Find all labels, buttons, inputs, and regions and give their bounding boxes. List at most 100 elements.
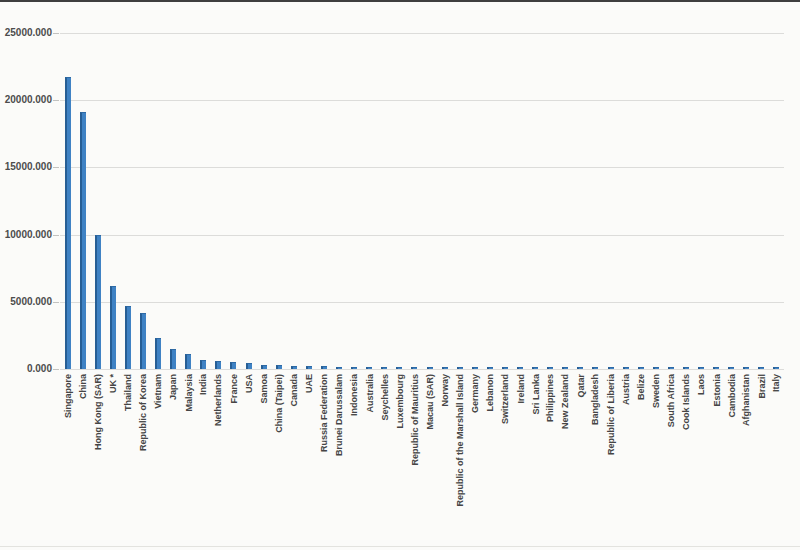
bar-japan	[170, 349, 176, 369]
y-tick-label: 15000.000	[2, 161, 52, 173]
gridline	[60, 33, 784, 34]
x-tick-label: UAE	[303, 374, 315, 393]
x-tick-label: Samoa	[258, 374, 270, 404]
gridline	[60, 302, 784, 303]
bar-sweden	[653, 367, 659, 369]
gridline	[60, 100, 784, 101]
bar-uk	[110, 286, 116, 369]
y-axis-tick	[53, 302, 59, 303]
bar-samoa	[261, 365, 267, 369]
bar-republic-of-mauritius	[411, 367, 417, 369]
x-tick-label: Laos	[695, 374, 707, 395]
y-tick-label: 25000.000	[2, 27, 52, 39]
x-tick-label: Singapore	[62, 374, 74, 418]
bar-ireland	[517, 367, 523, 369]
x-tick-label: Republic of Mauritius	[408, 374, 420, 466]
y-tick-label: 0.000	[2, 363, 52, 375]
bar-laos	[698, 367, 704, 369]
x-tick-label: Qatar	[574, 374, 586, 398]
x-tick-label: Republic of Liberia	[605, 374, 617, 455]
x-tick-label: China (Taipei)	[273, 374, 285, 433]
x-tick-label: Republic of the Marshall Island	[454, 374, 466, 507]
x-tick-label: South Africa	[665, 374, 677, 427]
x-tick-label: Republic of Korea	[137, 374, 149, 451]
bar-singapore	[65, 77, 71, 369]
x-tick-label: Afghanistan	[740, 374, 752, 426]
bar-malaysia	[185, 354, 191, 369]
bar-italy	[773, 367, 779, 369]
y-axis-tick	[53, 235, 59, 236]
x-tick-label: New Zealand	[559, 374, 571, 429]
bar-switzerland	[502, 367, 508, 369]
x-tick-label: Japan	[167, 374, 179, 400]
bar-germany	[472, 367, 478, 369]
y-axis-tick	[53, 33, 59, 34]
x-tick-label: Cambodia	[725, 374, 737, 418]
x-tick-label: Bangladesh	[589, 374, 601, 425]
x-tick-label: Philippines	[544, 374, 556, 422]
gridline	[60, 167, 784, 168]
bar-china	[80, 112, 86, 369]
bar-norway	[442, 367, 448, 369]
x-tick-label: USA	[243, 374, 255, 393]
bar-hong-kong-sar	[95, 235, 101, 369]
x-tick-label: Brazil	[755, 374, 767, 399]
bar-republic-of-korea	[140, 313, 146, 369]
bar-uae	[306, 366, 312, 369]
x-tick-label: France	[227, 374, 239, 404]
bar-indonesia	[351, 367, 357, 369]
x-tick-label: Vietnam	[152, 374, 164, 409]
x-tick-label: Macau (SAR)	[424, 374, 436, 430]
x-tick-label: Thailand	[122, 374, 134, 411]
x-tick-label: Canada	[288, 374, 300, 407]
bar-new-zealand	[562, 367, 568, 369]
x-tick-label: Lebanon	[484, 374, 496, 412]
bar-lebanon	[487, 367, 493, 369]
bar-thailand	[125, 306, 131, 369]
bar-cook-islands	[683, 367, 689, 369]
bar-netherlands	[215, 361, 221, 369]
bar-russia-federation	[321, 366, 327, 369]
x-tick-label: Italy	[770, 374, 782, 392]
x-tick-label: Estonia	[710, 374, 722, 407]
x-tick-label: Netherlands	[212, 374, 224, 426]
bar-vietnam	[155, 338, 161, 369]
gridline	[60, 369, 784, 370]
x-tick-label: Russia Federation	[318, 374, 330, 452]
bar-south-africa	[668, 367, 674, 369]
x-tick-label: Sri Lanka	[529, 374, 541, 415]
bar-philippines	[547, 367, 553, 369]
x-tick-label: Hong Kong (SAR)	[92, 374, 104, 450]
x-tick-label: Luxembourg	[393, 374, 405, 429]
x-tick-label: Ireland	[514, 374, 526, 404]
x-tick-label: Malaysia	[182, 374, 194, 412]
bar-cambodia	[728, 367, 734, 369]
bar-luxembourg	[396, 367, 402, 369]
y-tick-label: 5000.000	[2, 296, 52, 308]
y-axis-tick	[53, 167, 59, 168]
x-tick-label: China	[77, 374, 89, 399]
x-tick-label: Norway	[439, 374, 451, 407]
x-tick-label: Seychelles	[378, 374, 390, 421]
bar-afghanistan	[743, 367, 749, 369]
x-tick-label: Austria	[620, 374, 632, 405]
x-tick-label: Indonesia	[348, 374, 360, 416]
bar-usa	[246, 363, 252, 369]
bar-brazil	[758, 367, 764, 369]
bar-canada	[291, 366, 297, 369]
x-tick-label: Cook Islands	[680, 374, 692, 430]
x-tick-label: Sweden	[650, 374, 662, 408]
bar-austria	[623, 367, 629, 369]
bar-france	[230, 362, 236, 369]
bar-bangladesh	[592, 367, 598, 369]
bar-estonia	[713, 367, 719, 369]
y-axis-tick	[53, 369, 59, 370]
bar-australia	[366, 367, 372, 369]
x-tick-label: India	[197, 374, 209, 395]
bar-sri-lanka	[532, 367, 538, 369]
bar-republic-of-the-marshall-island	[457, 367, 463, 369]
bar-seychelles	[381, 367, 387, 369]
gridline	[60, 235, 784, 236]
bar-brunei-darussalam	[336, 367, 342, 369]
x-tick-label: Switzerland	[499, 374, 511, 424]
